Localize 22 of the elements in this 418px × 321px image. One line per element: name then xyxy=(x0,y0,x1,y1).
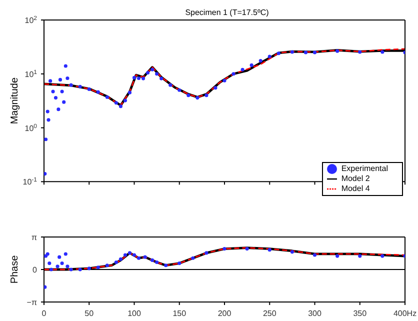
y-tick-label: −π xyxy=(26,298,38,307)
y-tick-label: π xyxy=(31,233,38,242)
y-axis-title: Phase xyxy=(10,254,20,284)
y-tick-label: 10$^{0}$ xyxy=(24,122,38,133)
y-tick-label: 10$^{-1}$ xyxy=(22,176,38,187)
x-tick-label: 0 xyxy=(42,309,47,318)
y-axis-title: Magnitude xyxy=(10,77,20,124)
y-tick-label: 10$^{1}$ xyxy=(24,68,38,79)
x-tick-label: 200 xyxy=(218,309,232,318)
chart-title: Specimen 1 (T=17.5ºC) xyxy=(184,8,270,17)
legend-label: Model 4 xyxy=(341,184,370,193)
x-tick-label: 400Hz xyxy=(393,309,417,318)
legend-label: Model 2 xyxy=(341,174,370,183)
y-tick-label: 0 xyxy=(32,266,38,274)
x-tick-label: 100 xyxy=(128,309,142,318)
x-tick-label: 150 xyxy=(172,309,187,318)
x-tick-label: 250 xyxy=(262,309,277,318)
legend-label: Experimental xyxy=(341,164,388,173)
x-tick-label: 350 xyxy=(353,309,368,318)
x-tick-label: 50 xyxy=(84,309,94,318)
y-tick-label: 10$^{2}$ xyxy=(24,15,38,25)
x-tick-label: 300 xyxy=(308,309,322,318)
